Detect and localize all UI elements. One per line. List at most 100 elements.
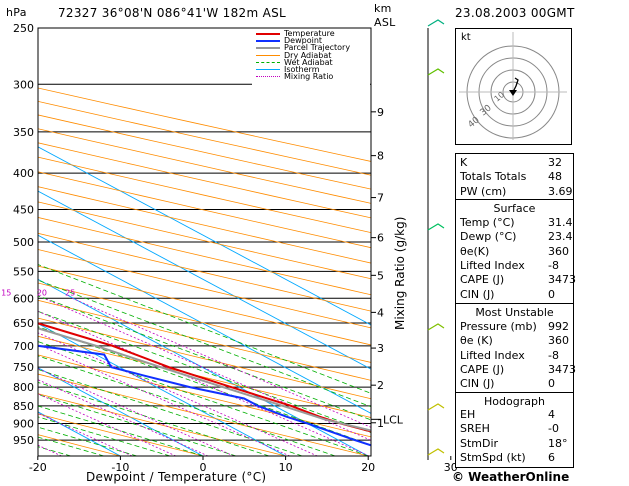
most-unstable-row: CAPE (J) 3473 bbox=[456, 362, 576, 378]
pressure-tick-label: 650 bbox=[13, 317, 34, 330]
hodograph-params-divider bbox=[456, 392, 573, 393]
most-unstable-value: 992 bbox=[548, 320, 569, 333]
pressure-tick-label: 300 bbox=[13, 78, 34, 91]
wind-barb bbox=[427, 19, 445, 27]
legend-label: Wet Adiabat bbox=[284, 57, 333, 67]
dry-adiabat-line bbox=[38, 299, 371, 381]
legend-swatch bbox=[256, 46, 280, 49]
legend-item: Dewpoint bbox=[256, 37, 322, 45]
datetime-label: 23.08.2003 00GMT bbox=[455, 6, 575, 20]
hodograph-param-value: 4 bbox=[548, 408, 555, 421]
surface-value: 31.4 bbox=[548, 216, 573, 229]
pressure-tick-label: 350 bbox=[13, 126, 34, 139]
dry-adiabat-line bbox=[38, 265, 371, 346]
index-key: Totals Totals bbox=[460, 170, 527, 184]
pressure-tick-label: 950 bbox=[13, 434, 34, 447]
plot-frame bbox=[37, 27, 372, 457]
surface-key: CAPE (J) bbox=[460, 273, 505, 287]
height-unit-asl-label: ASL bbox=[374, 16, 396, 29]
height-tick-label: 9 bbox=[377, 106, 384, 119]
x-tick-label: 20 bbox=[361, 461, 375, 474]
most-unstable-row: Lifted Index -8 bbox=[456, 349, 573, 364]
legend-swatch bbox=[256, 61, 280, 63]
legend-item: Parcel Trajectory bbox=[256, 44, 350, 52]
isotherm-line bbox=[38, 234, 371, 414]
height-tick-label: 3 bbox=[377, 342, 384, 355]
legend-item: Dry Adiabat bbox=[256, 50, 332, 60]
legend-label: Parcel Trajectory bbox=[284, 43, 351, 53]
legend-label: Isotherm bbox=[284, 65, 320, 74]
legend-item: Mixing Ratio bbox=[256, 73, 333, 81]
pressure-tick-label: 850 bbox=[13, 400, 34, 413]
dry-adiabat-line bbox=[38, 373, 369, 456]
index-row: PW (cm) 3.69 bbox=[456, 185, 573, 200]
wet-adiabat-line bbox=[38, 264, 371, 394]
x-tick-label: -10 bbox=[111, 461, 129, 474]
index-row: Totals Totals 48 bbox=[456, 170, 573, 185]
legend-swatch bbox=[256, 69, 280, 70]
most-unstable-key: CIN (J) bbox=[460, 377, 495, 391]
dry-adiabat-line bbox=[38, 100, 371, 176]
height-tick-label: 1 bbox=[377, 417, 384, 430]
parcel-curve bbox=[38, 327, 371, 432]
dry-adiabat-line bbox=[38, 335, 371, 418]
lcl-label: LCL bbox=[383, 413, 404, 426]
hodograph-param-value: -0 bbox=[548, 422, 559, 436]
surface-key: θe(K) bbox=[460, 244, 490, 258]
most-unstable-row: CIN (J) 0 bbox=[456, 377, 573, 392]
surface-value: -8 bbox=[548, 258, 559, 272]
most-unstable-divider bbox=[456, 303, 573, 304]
pressure-unit-label: hPa bbox=[6, 6, 27, 19]
legend-swatch bbox=[256, 32, 280, 35]
legend: Temperature Dewpoint Parcel Trajectory Dry … bbox=[252, 30, 370, 112]
legend-label: Mixing Ratio bbox=[284, 72, 334, 82]
x-axis-label: Dewpoint / Temperature (°C) bbox=[86, 470, 267, 484]
hodograph-param-key: EH bbox=[460, 408, 476, 421]
pressure-tick-label: 500 bbox=[13, 236, 34, 249]
most-unstable-value: 360 bbox=[548, 334, 569, 348]
index-key: PW (cm) bbox=[460, 184, 507, 198]
legend-swatch bbox=[256, 54, 280, 56]
wet-adiabat-line bbox=[38, 326, 371, 446]
dry-adiabat-line bbox=[38, 114, 371, 190]
x-tick-label: 0 bbox=[200, 461, 207, 474]
hodograph-trace bbox=[512, 77, 519, 93]
pressure-tick-label: 450 bbox=[13, 203, 34, 216]
isotherm-line bbox=[38, 323, 286, 456]
most-unstable-key: Lifted Index bbox=[460, 348, 525, 362]
dewpoint-curve bbox=[38, 344, 371, 447]
surface-key: Temp (°C) bbox=[460, 216, 515, 229]
isotherm-line bbox=[38, 367, 204, 456]
surface-row: CAPE (J) 3473 bbox=[456, 273, 576, 288]
hodograph-kt-label: kt bbox=[461, 32, 471, 43]
copyright-label: © WeatherOnline bbox=[452, 470, 570, 484]
index-value: 48 bbox=[548, 170, 562, 184]
wind-barb bbox=[427, 323, 445, 331]
hodograph-param-key: SREH bbox=[460, 422, 490, 436]
indices-panel: K 32 Totals Totals 48 PW (cm) 3.69 Surface Temp… bbox=[455, 153, 576, 468]
legend-item: Temperature bbox=[256, 30, 335, 38]
most-unstable-value: 0 bbox=[548, 377, 555, 391]
height-tick-label: 5 bbox=[377, 269, 384, 282]
wind-barb bbox=[427, 68, 445, 76]
dry-adiabat-line bbox=[38, 249, 371, 329]
dry-adiabat-line bbox=[38, 128, 371, 204]
surface-key: CIN (J) bbox=[460, 287, 495, 301]
most-unstable-value: 3473 bbox=[548, 362, 576, 376]
dry-adiabat-line bbox=[38, 413, 204, 456]
legend-label: Dewpoint bbox=[284, 36, 323, 46]
legend-label: Dry Adiabat bbox=[284, 50, 332, 60]
surface-row: θe(K) 360 bbox=[456, 245, 573, 260]
pressure-tick-label: 400 bbox=[13, 167, 34, 180]
surface-value: 3473 bbox=[548, 273, 576, 287]
pressure-tick-label: 900 bbox=[13, 417, 34, 430]
hodograph: kt 10 30 40 bbox=[455, 28, 572, 145]
legend-label: Temperature bbox=[284, 29, 335, 38]
most-unstable-value: -8 bbox=[548, 348, 559, 362]
x-tick-label: -20 bbox=[29, 461, 47, 474]
dry-adiabat-line bbox=[38, 142, 371, 219]
isotherm-line bbox=[38, 146, 371, 326]
wet-adiabat-line bbox=[38, 394, 237, 456]
index-value: 3.69 bbox=[548, 184, 573, 198]
